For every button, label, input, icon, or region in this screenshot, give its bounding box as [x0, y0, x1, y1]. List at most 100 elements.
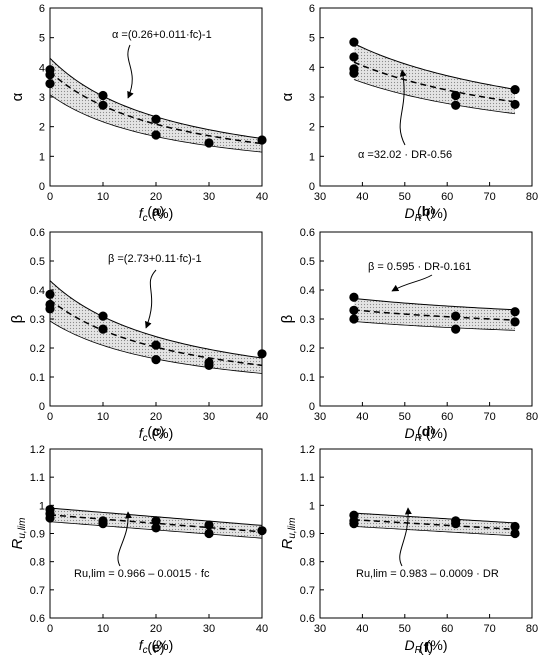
x-tick-label: 80 [526, 191, 538, 203]
x-tick-label: 50 [399, 191, 411, 203]
panel-label: (c) [147, 423, 164, 439]
x-axis-label: fc (%) [139, 425, 174, 444]
x-tick-label: 50 [399, 411, 411, 423]
data-point [349, 37, 359, 47]
y-tick-label: 5 [309, 33, 315, 45]
y-tick-label: 0.9 [300, 529, 315, 541]
y-tick-label: 1 [39, 151, 45, 163]
y-tick-label: 1 [309, 500, 315, 512]
equation-annotation: β =(2.73+0.11·fc)-1 [108, 253, 202, 265]
fit-line [353, 519, 516, 531]
y-axis-label: Ru,lim [279, 518, 298, 550]
data-point [151, 523, 161, 533]
x-axis-label: fc (%) [139, 637, 174, 656]
y-tick-label: 0.8 [300, 557, 315, 569]
x-tick-label: 40 [256, 623, 268, 635]
x-tick-label: 0 [47, 191, 53, 203]
data-point [349, 519, 359, 529]
y-tick-label: 0.9 [30, 529, 45, 541]
data-point [451, 100, 461, 110]
data-point [349, 292, 359, 302]
panel-label: (b) [417, 203, 435, 219]
y-tick-label: 1.2 [300, 444, 315, 456]
band-upper-line [353, 43, 516, 90]
data-point [510, 521, 520, 532]
y-tick-label: 0.4 [300, 285, 315, 297]
y-axis-label: β [279, 314, 296, 323]
panel-label: (a) [147, 203, 164, 219]
y-tick-label: 0.3 [30, 314, 45, 326]
x-tick-label: 20 [150, 411, 162, 423]
equation-annotation: β = 0.595 · DR-0.161 [368, 261, 471, 273]
x-tick-label: 40 [256, 411, 268, 423]
x-tick-label: 30 [314, 623, 326, 635]
fit-line [353, 309, 516, 321]
y-axis-label: Ru,lim [9, 518, 28, 550]
data-point [98, 519, 108, 529]
x-axis-label: DR (%) [404, 637, 447, 656]
confidence-band [50, 280, 262, 374]
y-tick-label: 0 [309, 401, 315, 413]
panel-a: 0 10 20 30 40 0 1 2 3 4 5 6 α fc (%)(a) α =(0.26+0.011… [9, 3, 268, 224]
y-tick-label: 0.5 [300, 256, 315, 268]
data-point [451, 311, 461, 321]
panel-label: (d) [417, 423, 435, 439]
equation-annotation: Ru,lim = 0.966 – 0.0015 · fc [74, 568, 210, 580]
equation-annotation: Ru,lim = 0.983 – 0.0009 · DR [356, 568, 499, 580]
x-tick-label: 60 [441, 411, 453, 423]
x-tick-label: 20 [150, 623, 162, 635]
y-tick-label: 0.2 [300, 343, 315, 355]
data-point [45, 304, 55, 314]
x-tick-label: 50 [399, 623, 411, 635]
data-point [349, 314, 359, 324]
data-point [204, 520, 214, 530]
y-tick-label: 1 [39, 500, 45, 512]
data-point [151, 516, 161, 526]
y-tick-label: 0.6 [30, 227, 45, 239]
data-point [204, 360, 214, 370]
equation-arrow [117, 511, 132, 567]
y-tick-label: 5 [39, 33, 45, 45]
band-lower-line [353, 79, 516, 115]
data-point [349, 305, 359, 315]
panel-b: 30 40 50 60 70 80 0 1 2 3 4 5 6 α DR (%)(b) α =32.02 · … [279, 3, 538, 224]
confidence-band [353, 298, 516, 331]
equation-arrow [145, 269, 157, 329]
x-tick-label: 70 [483, 623, 495, 635]
x-tick-label: 80 [526, 411, 538, 423]
x-axis-label: DR (%) [404, 425, 447, 444]
x-tick-label: 80 [526, 623, 538, 635]
band-lower-line [353, 526, 516, 537]
x-tick-label: 40 [356, 411, 368, 423]
x-tick-label: 70 [483, 411, 495, 423]
x-tick-label: 70 [483, 191, 495, 203]
x-tick-label: 20 [150, 191, 162, 203]
y-tick-label: 3 [309, 92, 315, 104]
y-tick-label: 4 [309, 62, 315, 74]
data-point [151, 114, 161, 124]
y-tick-label: 1.2 [30, 444, 45, 456]
band-upper-line [49, 280, 263, 359]
equation-annotation: α =32.02 · DR-0.56 [358, 149, 452, 161]
y-tick-label: 0 [39, 401, 45, 413]
x-tick-label: 10 [97, 623, 109, 635]
x-tick-label: 30 [203, 411, 215, 423]
equation-arrow [391, 274, 433, 292]
data-point [349, 52, 359, 62]
y-tick-label: 0.6 [300, 227, 315, 239]
data-point [349, 68, 359, 78]
y-tick-label: 0.4 [30, 285, 45, 297]
data-point [510, 84, 520, 95]
data-point [98, 100, 108, 110]
x-tick-label: 30 [314, 411, 326, 423]
data-point [98, 324, 108, 334]
fit-line [49, 299, 263, 367]
data-point [204, 528, 214, 539]
data-point [510, 317, 520, 327]
x-tick-label: 30 [314, 191, 326, 203]
y-tick-label: 1 [309, 151, 315, 163]
data-point [45, 289, 55, 299]
equation-annotation: α =(0.26+0.011·fc)-1 [112, 29, 212, 41]
data-point [98, 90, 108, 101]
